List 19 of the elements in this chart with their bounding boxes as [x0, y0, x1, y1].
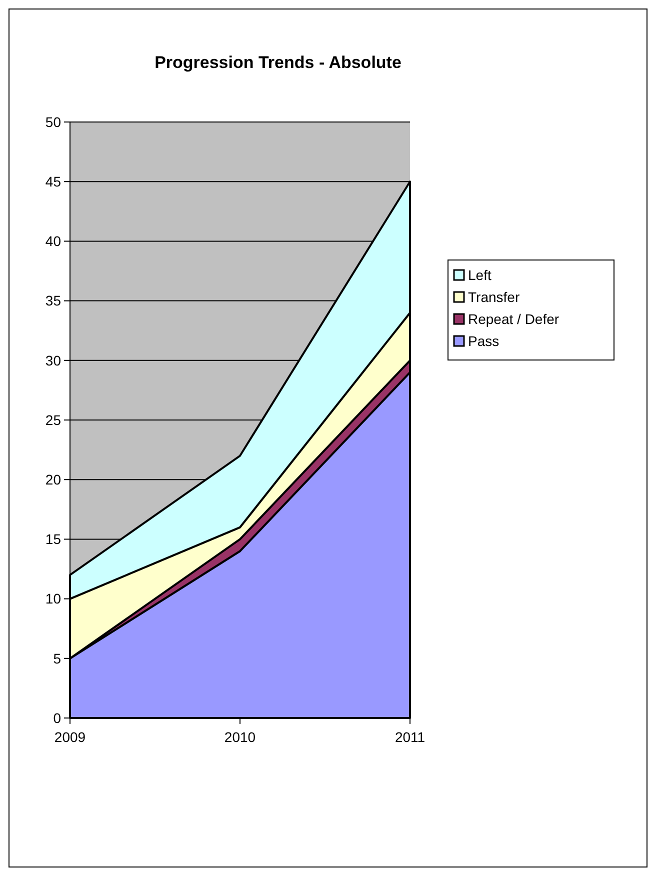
legend-label: Transfer — [468, 288, 520, 305]
y-tick-label: 20 — [45, 472, 62, 488]
chart-title: Progression Trends - Absolute — [154, 53, 402, 72]
x-tick-label: 2009 — [54, 729, 86, 745]
legend-label: Repeat / Defer — [468, 310, 560, 327]
y-tick-label: 15 — [45, 531, 62, 548]
y-tick-label: 40 — [45, 233, 62, 250]
y-tick-label: 10 — [45, 590, 62, 607]
x-tick-label: 2011 — [394, 729, 426, 745]
y-tick-label: 30 — [45, 352, 62, 368]
y-tick-label: 35 — [45, 292, 62, 309]
legend-label: Pass — [468, 332, 500, 349]
legend-label: Left — [468, 266, 492, 283]
y-tick-label: 5 — [53, 650, 62, 666]
y-tick-label: 50 — [45, 114, 62, 130]
y-tick-label: 45 — [45, 174, 62, 190]
y-tick-label: 0 — [53, 710, 62, 726]
y-tick-label: 25 — [45, 412, 62, 428]
x-tick-label: 2010 — [224, 729, 256, 745]
